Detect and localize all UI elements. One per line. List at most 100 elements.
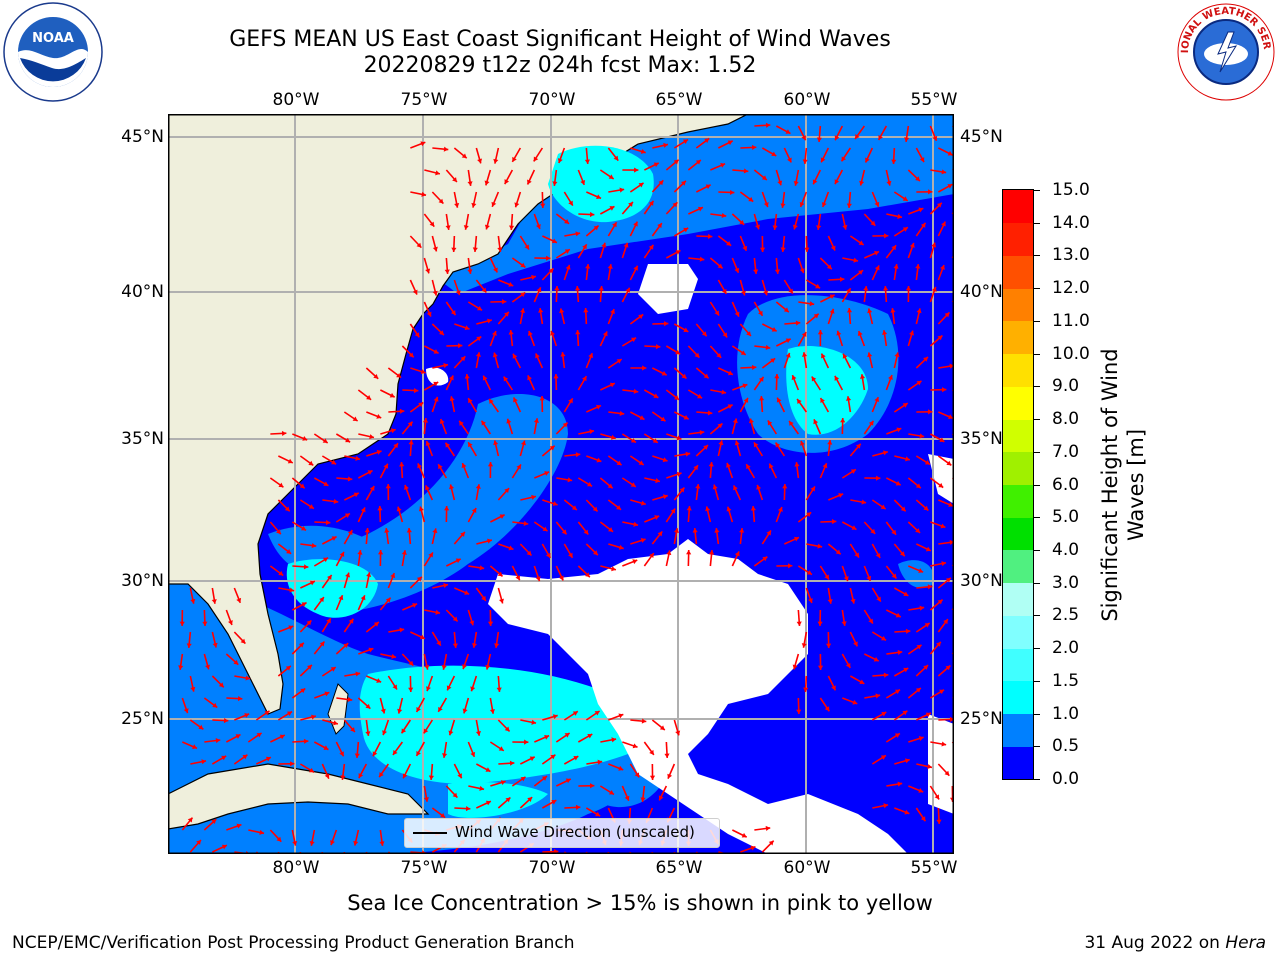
- wave-direction-arrowhead: [512, 156, 517, 162]
- wave-direction-arrowhead: [494, 643, 500, 648]
- wave-direction-arrowhead: [390, 573, 396, 579]
- wave-direction-arrowhead: [741, 290, 746, 296]
- colorbar-tickmark: [1034, 288, 1040, 290]
- wave-direction-arrowhead: [902, 403, 908, 408]
- wave-direction-arrowhead: [683, 414, 689, 420]
- wave-direction-arrowhead: [368, 647, 374, 653]
- wave-direction-arrowhead: [429, 221, 435, 227]
- svg-text:NOAA: NOAA: [32, 31, 74, 46]
- wave-direction-arrowhead: [891, 245, 897, 251]
- wave-direction-arrowhead: [630, 482, 636, 487]
- wave-direction-arrowhead: [948, 502, 954, 507]
- wave-direction-arrowhead: [903, 591, 909, 596]
- wave-direction-arrowhead: [936, 202, 942, 208]
- wave-direction-arrowhead: [472, 247, 478, 252]
- wave-direction-arrowhead: [564, 219, 570, 224]
- wave-direction-arrowhead: [672, 202, 678, 208]
- wave-direction-arrowhead: [533, 418, 539, 423]
- wave-direction-arrowhead: [450, 310, 456, 316]
- wave-direction-arrowhead: [919, 605, 925, 611]
- wave-direction-arrowhead: [726, 506, 732, 512]
- wave-direction-arrowhead: [874, 397, 880, 403]
- lon-label-bottom: 70°W: [528, 858, 576, 878]
- wave-direction-arrowhead: [439, 419, 445, 424]
- wave-direction-arrowhead: [612, 222, 617, 228]
- wave-direction-arrowhead: [468, 442, 473, 448]
- wave-direction-arrowhead: [740, 350, 746, 355]
- wave-direction-arrowhead: [323, 557, 329, 563]
- wave-direction-arrowhead: [464, 325, 470, 331]
- wave-direction-arrowhead: [520, 262, 526, 268]
- wave-direction-arrowhead: [392, 749, 398, 755]
- wave-direction-arrowhead: [692, 528, 698, 533]
- wave-direction-arrowhead: [789, 420, 794, 426]
- wave-direction-arrowhead: [306, 620, 312, 626]
- wave-direction-arrowhead: [928, 189, 933, 195]
- wave-direction-arrowhead: [292, 840, 298, 846]
- colorbar-tickmark: [1034, 419, 1040, 421]
- cuba-land: [168, 763, 430, 830]
- wave-direction-arrowhead: [703, 445, 709, 450]
- wave-direction-arrowhead: [883, 672, 889, 678]
- wave-direction-arrowhead: [333, 498, 339, 505]
- wave-direction-arrowhead: [408, 440, 414, 445]
- wave-direction-arrowhead: [756, 484, 762, 490]
- wave-direction-arrowhead: [237, 695, 243, 702]
- wave-direction-arrowhead: [418, 506, 424, 512]
- wave-direction-arrowhead: [354, 753, 360, 758]
- wave-direction-arrowhead: [721, 389, 727, 395]
- colorbar-label: Significant Height of Wind Waves [m]: [1097, 348, 1149, 621]
- wave-direction-arrowhead: [484, 224, 490, 230]
- wave-direction-arrowhead: [785, 352, 791, 358]
- wave-direction-arrowhead: [520, 292, 526, 298]
- wave-direction-arrowhead: [638, 314, 644, 320]
- wave-direction-arrowhead: [233, 659, 239, 665]
- wave-direction-arrowhead: [452, 177, 457, 183]
- wave-direction-arrowhead: [761, 175, 767, 181]
- wave-direction-arrowhead: [640, 797, 646, 802]
- wave-direction-arrowhead: [461, 153, 467, 159]
- lat-label-right: 40°N: [960, 282, 1003, 302]
- wave-direction-arrowhead: [424, 664, 430, 670]
- wave-direction-arrowhead: [792, 664, 798, 670]
- wave-direction-arrowhead: [900, 506, 906, 512]
- wave-direction-arrowhead: [727, 404, 733, 409]
- wave-direction-arrowhead: [693, 465, 698, 471]
- wave-direction-arrowhead: [804, 247, 810, 252]
- wave-direction-arrowhead: [683, 327, 689, 332]
- wave-direction-arrowhead: [347, 476, 353, 482]
- wave-direction-arrowhead: [932, 135, 938, 141]
- wave-direction-arrowhead: [727, 140, 733, 146]
- wave-direction-arrowhead: [771, 326, 777, 332]
- wave-direction-arrowhead: [886, 180, 892, 186]
- wave-direction-arrowhead: [396, 373, 402, 378]
- wave-direction-arrowhead: [592, 506, 598, 512]
- wave-direction-arrowhead: [366, 572, 372, 578]
- wave-direction-arrowhead: [444, 506, 450, 511]
- wave-direction-arrowhead: [880, 504, 886, 509]
- wave-direction-arrowhead: [278, 570, 284, 576]
- wave-direction-arrowhead: [633, 221, 638, 227]
- wave-direction-arrowhead: [831, 519, 837, 525]
- wave-direction-arrowhead: [923, 665, 929, 670]
- wave-direction-arrowhead: [392, 684, 397, 690]
- wave-direction-arrowhead: [322, 438, 328, 443]
- wave-direction-arrowhead: [903, 667, 909, 673]
- wave-direction-arrowhead: [896, 427, 902, 433]
- wave-direction-arrowhead: [904, 809, 910, 815]
- wave-direction-arrowhead: [476, 336, 482, 342]
- wave-direction-arrowhead: [311, 714, 316, 720]
- wave-direction-arrowhead: [276, 836, 282, 842]
- wave-direction-arrowhead: [376, 449, 382, 455]
- wave-direction-arrowhead: [567, 477, 573, 483]
- wave-direction-arrowhead: [796, 621, 802, 626]
- wave-direction-arrowhead: [846, 288, 851, 294]
- wave-direction-arrowhead: [428, 552, 433, 558]
- wave-direction-arrowhead: [753, 442, 759, 448]
- wave-direction-arrowhead: [895, 480, 901, 486]
- wave-direction-arrowhead: [732, 418, 738, 424]
- wave-direction-arrowhead: [353, 840, 359, 846]
- wave-direction-arrowhead: [640, 538, 646, 543]
- wave-direction-arrowhead: [882, 450, 888, 456]
- wave-direction-arrowhead: [829, 308, 835, 314]
